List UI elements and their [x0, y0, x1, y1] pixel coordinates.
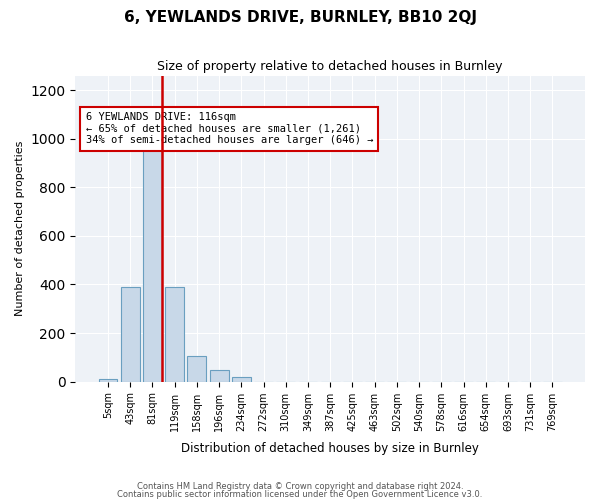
Bar — [165, 287, 184, 382]
Text: 6 YEWLANDS DRIVE: 116sqm
← 65% of detached houses are smaller (1,261)
34% of sem: 6 YEWLANDS DRIVE: 116sqm ← 65% of detach… — [86, 112, 373, 146]
Bar — [98, 379, 118, 382]
Bar — [187, 356, 206, 382]
Text: Contains HM Land Registry data © Crown copyright and database right 2024.: Contains HM Land Registry data © Crown c… — [137, 482, 463, 491]
Bar — [232, 377, 251, 382]
Text: Contains public sector information licensed under the Open Government Licence v3: Contains public sector information licen… — [118, 490, 482, 499]
Bar — [143, 150, 162, 382]
Bar — [121, 287, 140, 382]
Text: 6, YEWLANDS DRIVE, BURNLEY, BB10 2QJ: 6, YEWLANDS DRIVE, BURNLEY, BB10 2QJ — [124, 10, 476, 25]
X-axis label: Distribution of detached houses by size in Burnley: Distribution of detached houses by size … — [181, 442, 479, 455]
Title: Size of property relative to detached houses in Burnley: Size of property relative to detached ho… — [157, 60, 503, 73]
Y-axis label: Number of detached properties: Number of detached properties — [15, 141, 25, 316]
Bar — [209, 370, 229, 382]
